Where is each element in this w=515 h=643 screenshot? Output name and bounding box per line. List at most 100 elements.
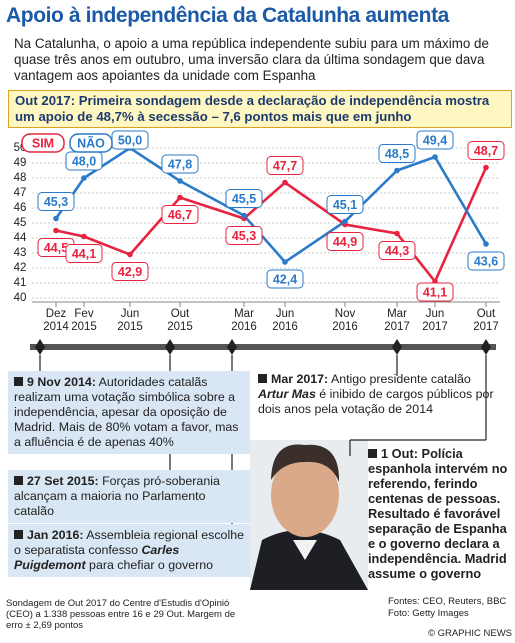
value-label: 48,0	[72, 154, 96, 168]
event-note: 9 Nov 2014: Autoridades catalãs realizam…	[8, 371, 250, 454]
event-date: Jan 2016:	[27, 528, 84, 542]
value-label: 44,3	[385, 244, 409, 258]
value-label: 48,7	[474, 144, 498, 158]
value-label-box	[416, 130, 454, 150]
value-label-box	[225, 226, 263, 245]
value-label-box	[225, 189, 263, 208]
event-date: 1 Out:	[381, 446, 418, 461]
value-label: 46,7	[168, 208, 192, 222]
bullet	[368, 449, 377, 458]
timeline-marker	[35, 339, 45, 355]
value-label: 45,3	[232, 229, 256, 243]
x-tick-label: Out 2017	[473, 308, 499, 333]
point	[177, 194, 183, 201]
value-label: 50,0	[118, 133, 142, 147]
footnote: Sondagem de Out 2017 do Centre d'Estudis…	[6, 598, 236, 631]
x-tick-label: Mar 2016	[231, 308, 257, 333]
event-date: Mar 2017:	[271, 372, 329, 386]
x-tick-label: Jun 2016	[272, 308, 298, 333]
timeline-marker	[392, 339, 402, 355]
value-label: 45,1	[333, 198, 357, 212]
point	[282, 259, 288, 265]
point	[432, 154, 438, 160]
point	[81, 233, 87, 240]
timeline-marker	[481, 339, 491, 355]
timeline-marker	[227, 339, 237, 355]
point	[81, 175, 87, 181]
y-tick-label: 48	[14, 172, 27, 184]
event-name: Carles Puigdemont	[14, 543, 180, 572]
x-tick-label: Jun 2017	[422, 308, 448, 333]
copyright: © GRAPHIC NEWS	[427, 628, 512, 639]
value-label-box	[467, 251, 505, 271]
value-label-box	[378, 144, 416, 163]
value-label-box	[161, 205, 199, 224]
value-label-box	[326, 232, 364, 251]
bullet	[14, 530, 23, 539]
photo-credit: Foto: Getty Images	[388, 608, 469, 619]
value-label-box	[378, 241, 416, 260]
bullet	[14, 476, 23, 485]
value-label: 47,8	[168, 157, 192, 171]
value-label: 47,7	[273, 159, 297, 173]
x-tick-label: Fev 2015	[71, 308, 97, 333]
value-label-box	[37, 192, 75, 211]
photo	[250, 440, 368, 590]
legend-label: NÃO	[77, 135, 105, 150]
x-tick-label: Nov 2016	[332, 308, 358, 333]
value-label: 41,1	[423, 285, 447, 299]
x-tick-label: Dez 2014	[43, 308, 69, 333]
value-label: 44,1	[72, 247, 96, 261]
event-text: Antigo presidente catalão	[330, 372, 471, 386]
value-label-box	[416, 282, 454, 302]
series-line	[54, 146, 488, 264]
value-label-box	[65, 244, 103, 263]
y-tick-label: 41	[14, 277, 27, 289]
event-date: 27 Set 2015:	[27, 474, 99, 488]
point	[241, 212, 247, 219]
point	[53, 227, 59, 234]
value-label-box	[326, 195, 364, 214]
sources: Fontes: CEO, Reuters, BBC	[388, 596, 507, 607]
value-label: 44,9	[333, 235, 357, 249]
event-note: 27 Set 2015: Forças pró-soberania alcanç…	[8, 470, 250, 523]
point	[394, 167, 400, 174]
event-text: Assembleia regional escolhe o separatist…	[14, 528, 244, 557]
legend-swatch	[69, 133, 113, 153]
value-label: 42,4	[273, 272, 297, 286]
event-text: Autoridades catalãs realizam uma votação…	[14, 375, 239, 449]
y-tick-label: 44	[14, 232, 27, 244]
point	[177, 178, 183, 184]
value-label: 45,5	[232, 192, 256, 206]
point	[282, 179, 288, 186]
value-label: 45,3	[44, 195, 68, 209]
subtitle: Na Catalunha, o apoio a uma república in…	[14, 36, 489, 83]
bullet	[14, 377, 23, 386]
event-text: Forças pró-soberania alcançam a maioria …	[14, 474, 220, 518]
y-tick-label: 47	[14, 187, 27, 199]
value-label-box	[266, 269, 304, 289]
value-label-box	[111, 262, 149, 281]
timeline-marker	[165, 339, 175, 355]
point	[53, 215, 59, 222]
y-tick-label: 43	[14, 247, 27, 259]
x-tick-label: Mar 2017	[384, 308, 410, 333]
y-tick-label: 49	[14, 157, 27, 169]
event-note: Jan 2016: Assembleia regional escolhe o …	[8, 524, 250, 577]
value-label: 42,9	[118, 265, 142, 279]
y-tick-label: 40	[14, 292, 27, 304]
y-tick-label: 45	[14, 217, 27, 229]
event-text: para chefiar o governo	[89, 558, 214, 572]
event-date: 9 Nov 2014:	[27, 375, 96, 389]
point	[342, 218, 348, 225]
timeline	[30, 344, 496, 350]
value-label-box	[161, 154, 199, 174]
series-line	[55, 166, 488, 284]
event-text: é inibido de cargos públicos por dois an…	[258, 387, 494, 416]
value-label-box	[266, 156, 304, 175]
point	[483, 241, 489, 247]
y-tick-label: 46	[14, 202, 27, 214]
event-name: Artur Mas	[258, 387, 316, 401]
